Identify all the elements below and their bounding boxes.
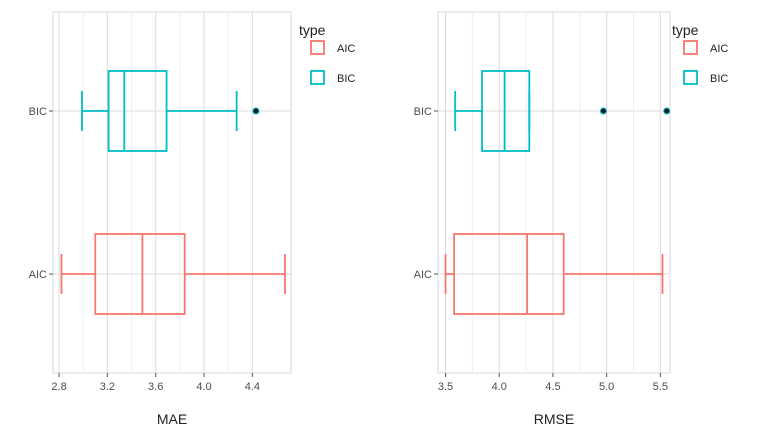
iqr-box: [107, 70, 168, 152]
boxplot-aic: [60, 233, 286, 315]
x-tick-label: 3.5: [438, 381, 453, 393]
legend: type AIC BIC: [299, 22, 355, 85]
x-tick-label: 2.8: [51, 381, 66, 393]
legend-label-bic: BIC: [710, 73, 728, 85]
x-tick-label: 4.5: [545, 381, 560, 393]
y-tick-label: BIC: [29, 106, 47, 118]
plot-area: [52, 11, 292, 374]
x-axis-title: RMSE: [534, 411, 574, 427]
iqr-box: [94, 233, 186, 315]
boxplot-aic: [444, 233, 664, 315]
legend-title: type: [672, 22, 699, 38]
x-tick-label: 5.0: [599, 381, 614, 393]
boxplot-bic: [81, 70, 260, 152]
outlier-point: [599, 107, 607, 115]
y-tick-label: AIC: [29, 269, 47, 281]
legend-label-aic: AIC: [337, 43, 355, 55]
legend-title: type: [299, 22, 326, 38]
x-tick-label: 4.0: [196, 381, 211, 393]
x-tick-label: 3.6: [148, 381, 163, 393]
legend-label-aic: AIC: [710, 43, 728, 55]
x-tick-label: 5.5: [653, 381, 668, 393]
iqr-box: [453, 233, 565, 315]
x-axis-title: MAE: [157, 411, 187, 427]
x-tick-label: 4.0: [492, 381, 507, 393]
y-tick-label: AIC: [414, 269, 432, 281]
legend-key-bic: [310, 70, 325, 85]
outlier-point: [252, 107, 260, 115]
legend: type AIC BIC: [672, 22, 728, 85]
legend-key-bic: [683, 70, 698, 85]
panel-mae: 2.8 3.2 3.6 4.0 4.4 BIC AIC MAE type AIC BIC: [29, 11, 355, 427]
x-tick-label: 3.2: [100, 381, 115, 393]
boxplot-bic: [454, 70, 671, 152]
plot-area: [437, 11, 671, 374]
outlier-point: [663, 107, 671, 115]
panel-rmse: 3.5 4.0 4.5 5.0 5.5 BIC AIC RMSE type AIC BIC: [414, 11, 728, 427]
y-tick-label: BIC: [414, 106, 432, 118]
legend-key-aic: [310, 40, 325, 55]
legend-key-aic: [683, 40, 698, 55]
legend-label-bic: BIC: [337, 73, 355, 85]
iqr-box: [481, 70, 531, 152]
x-tick-label: 4.4: [245, 381, 260, 393]
